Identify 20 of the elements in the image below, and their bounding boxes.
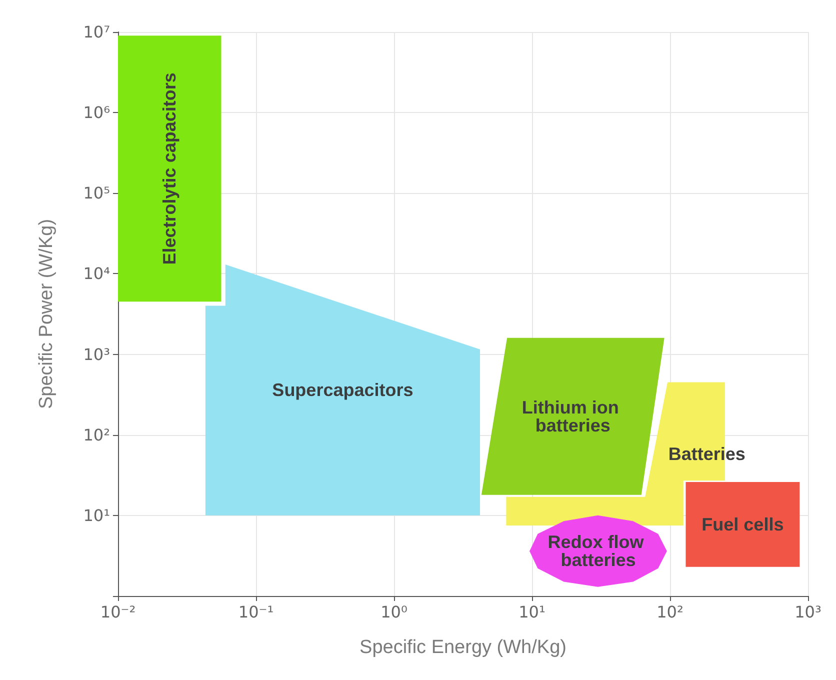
x-tick-label: 10⁰ <box>380 602 408 622</box>
series-label: Supercapacitors <box>272 380 414 400</box>
series-label: Fuel cells <box>702 514 784 534</box>
y-tick-label: 10⁷ <box>83 22 110 42</box>
x-tick-label: 10³ <box>794 602 822 622</box>
x-tick-label: 10² <box>656 602 684 622</box>
series-label: Lithium ion batteries <box>522 397 624 436</box>
y-tick-label: 10⁵ <box>83 184 110 203</box>
series-label: Electrolytic capacitors <box>160 72 180 265</box>
y-axis-title: Specific Power (W/Kg) <box>36 218 57 410</box>
x-axis-title: Specific Energy (Wh/Kg) <box>360 637 566 658</box>
y-tick-label: 10¹ <box>83 506 110 525</box>
x-tick-label: 10⁻² <box>100 602 136 622</box>
x-tick-label: 10⁻¹ <box>238 602 274 622</box>
y-tick-label: 10⁶ <box>83 103 110 122</box>
y-tick-label: 10⁴ <box>83 264 110 284</box>
x-tick-label: 10¹ <box>518 602 546 622</box>
series-label: Redox flow batteries <box>548 532 649 570</box>
y-tick-label: 10² <box>83 425 110 444</box>
y-tick-label: 10³ <box>83 344 110 364</box>
